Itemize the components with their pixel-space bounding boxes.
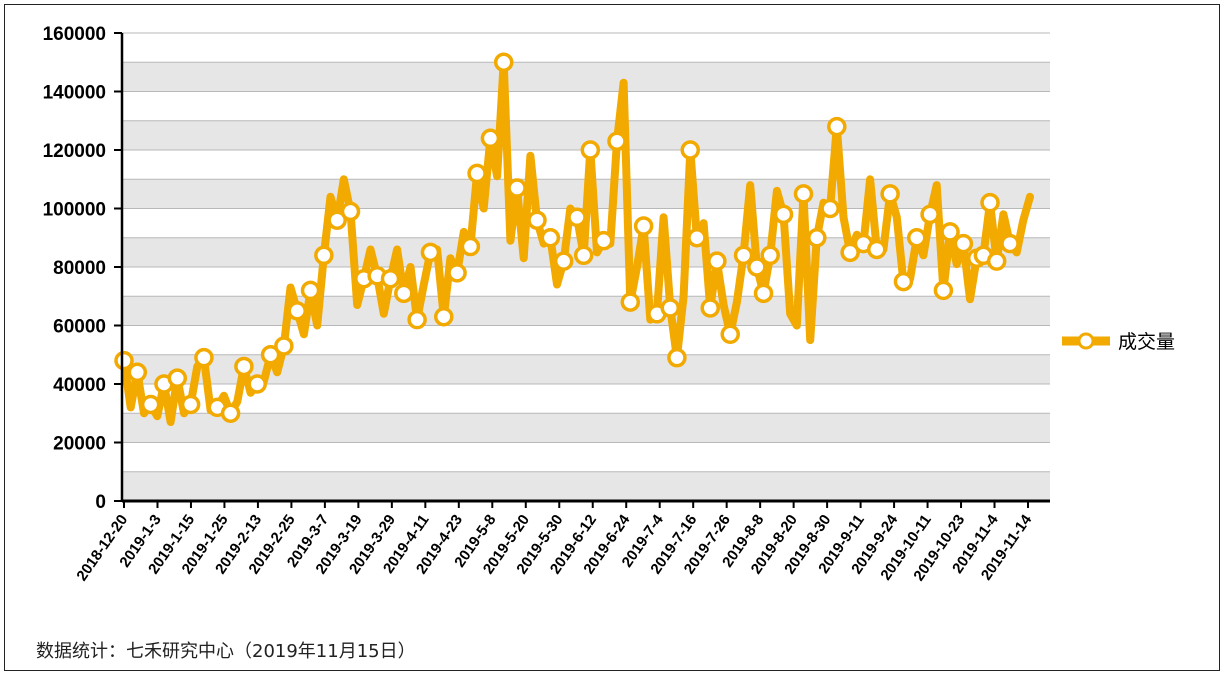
data-point (1000, 233, 1020, 254)
data-point (707, 251, 727, 271)
data-point (660, 298, 681, 318)
data-point (380, 268, 401, 289)
data-point (593, 230, 614, 251)
legend-label: 成交量 (1118, 331, 1175, 353)
data-point (700, 298, 720, 318)
data-point (507, 178, 527, 198)
data-point (180, 394, 201, 415)
x-tick-label: 2018-12-20 (73, 512, 131, 585)
data-point (573, 245, 594, 266)
data-point (467, 163, 487, 184)
data-point (840, 242, 860, 263)
data-point (220, 403, 241, 423)
data-point (807, 228, 827, 248)
data-point (880, 184, 900, 204)
data-point (820, 198, 840, 219)
data-point (920, 204, 940, 225)
data-point (827, 116, 847, 137)
data-point (274, 336, 294, 356)
data-point (394, 283, 414, 304)
data-point (720, 324, 740, 345)
legend: 成交量 (1062, 331, 1175, 353)
data-point (247, 374, 267, 394)
data-point (127, 362, 148, 383)
data-point (733, 245, 754, 266)
data-point (893, 271, 914, 292)
data-point (287, 301, 307, 321)
chart-frame (4, 4, 1220, 671)
data-point (747, 257, 767, 277)
y-axis-ticks: 0 20000 40000 60000 80000 100000 120000 140000 1… (43, 24, 122, 513)
data-point (167, 368, 188, 388)
data-point (760, 245, 780, 266)
y-tick-label: 140000 (43, 83, 106, 104)
data-point (314, 245, 334, 266)
data-point (447, 263, 467, 283)
grid-band (122, 296, 1050, 326)
y-tick-label: 80000 (53, 258, 106, 279)
data-point (114, 350, 134, 371)
data-point (953, 233, 974, 254)
data-point (986, 251, 1007, 271)
series-markers (114, 52, 1020, 423)
data-point (680, 140, 700, 160)
data-source-note: 数据统计：七禾研究中心（2019年11月15日） (36, 641, 416, 662)
data-point (527, 210, 547, 230)
data-point (234, 356, 254, 377)
data-point (607, 131, 627, 151)
data-point (140, 394, 161, 415)
data-point (540, 228, 561, 248)
data-point (567, 207, 587, 228)
y-tick-label: 0 (95, 492, 106, 513)
grid-band (122, 62, 1050, 92)
grid-band (122, 413, 1050, 443)
data-point (793, 184, 814, 204)
data-point (687, 228, 707, 248)
data-point (753, 283, 774, 304)
data-point (420, 242, 441, 263)
grid-band (122, 471, 1050, 501)
y-tick-label: 60000 (53, 317, 106, 338)
data-point (327, 210, 347, 230)
data-point (460, 236, 481, 257)
x-axis-ticks: 2018-12-202019-1-32019-1-152019-1-252019… (73, 501, 1036, 585)
data-point (407, 309, 427, 330)
data-point (773, 204, 794, 225)
data-point (553, 251, 574, 271)
data-point (633, 216, 654, 236)
axes (120, 33, 1050, 503)
data-point (940, 222, 960, 242)
data-point (194, 347, 214, 368)
data-point (340, 201, 361, 222)
y-tick-label: 100000 (43, 200, 106, 221)
data-point (867, 239, 887, 260)
data-point (933, 280, 954, 301)
data-point (580, 140, 601, 160)
y-tick-label: 20000 (53, 434, 106, 455)
data-point (480, 128, 501, 149)
data-point (260, 345, 281, 365)
data-point (620, 292, 641, 312)
data-point (434, 306, 454, 327)
data-point (907, 228, 927, 248)
data-point (493, 52, 514, 72)
data-point (300, 280, 321, 301)
y-tick-label: 120000 (43, 141, 106, 162)
data-point (667, 347, 687, 368)
legend-marker-swatch (1077, 332, 1095, 350)
data-point (980, 192, 1000, 213)
y-tick-label: 160000 (43, 24, 106, 45)
y-tick-label: 40000 (53, 375, 106, 396)
